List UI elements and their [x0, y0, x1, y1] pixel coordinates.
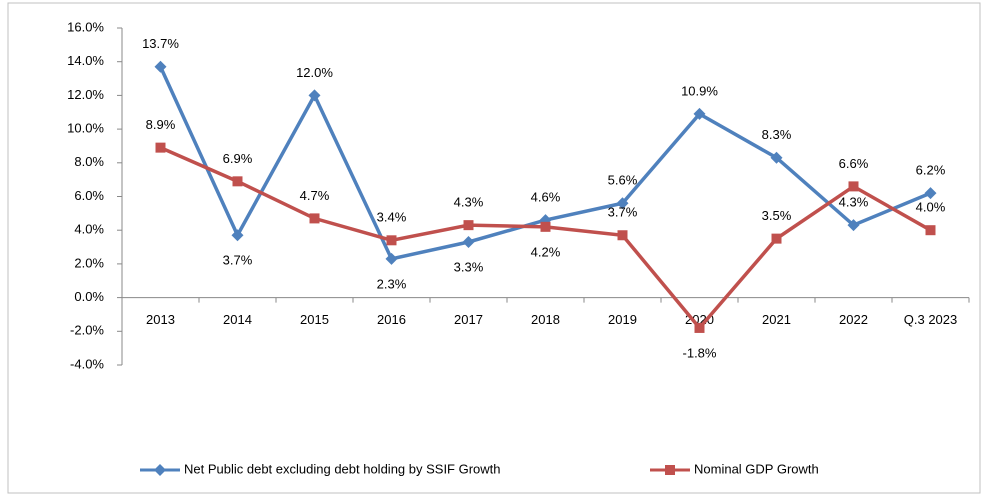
data-point — [771, 233, 782, 244]
x-tick-label: 2017 — [454, 312, 483, 327]
data-point — [463, 220, 474, 231]
data-point — [770, 151, 783, 164]
data-label: 13.7% — [142, 36, 179, 51]
data-label: 3.7% — [223, 253, 253, 268]
data-label: 4.6% — [531, 190, 561, 205]
data-label: 3.5% — [762, 208, 792, 223]
legend-marker — [154, 464, 166, 476]
y-tick-label: 8.0% — [74, 154, 104, 169]
data-point — [385, 252, 398, 265]
data-point — [540, 221, 551, 232]
data-label: 4.3% — [454, 195, 484, 210]
data-point — [155, 142, 166, 153]
data-label: 10.9% — [681, 83, 718, 98]
y-tick-label: 4.0% — [74, 222, 104, 237]
data-label: 8.9% — [146, 117, 176, 132]
data-label: 5.6% — [608, 173, 638, 188]
y-tick-label: 12.0% — [67, 87, 104, 102]
chart-border — [7, 2, 981, 494]
data-point — [617, 230, 628, 241]
data-label: 6.2% — [916, 163, 946, 178]
data-label: 4.3% — [839, 195, 869, 210]
data-point — [848, 181, 859, 192]
x-tick-label: Q.3 2023 — [904, 312, 958, 327]
data-point — [694, 322, 705, 333]
x-tick-label: 2020 — [685, 312, 714, 327]
y-tick-label: 10.0% — [67, 121, 104, 136]
y-tick-label: 14.0% — [67, 53, 104, 68]
x-tick-label: 2018 — [531, 312, 560, 327]
data-point — [232, 176, 243, 187]
legend-marker — [665, 465, 675, 475]
y-tick-label: 6.0% — [74, 188, 104, 203]
data-label: 8.3% — [762, 127, 792, 142]
data-point — [386, 235, 397, 246]
data-point — [847, 219, 860, 232]
data-label: 3.3% — [454, 259, 484, 274]
x-tick-label: 2013 — [146, 312, 175, 327]
x-tick-label: 2021 — [762, 312, 791, 327]
data-point — [309, 213, 320, 224]
data-label: 3.7% — [608, 205, 638, 220]
data-point — [924, 187, 937, 200]
y-tick-label: 2.0% — [74, 255, 104, 270]
data-point — [231, 229, 244, 242]
data-label: 3.4% — [377, 210, 407, 225]
data-label: 4.2% — [531, 244, 561, 259]
data-point — [925, 225, 936, 236]
data-label: 4.7% — [300, 188, 330, 203]
data-point — [308, 89, 321, 102]
y-tick-label: -2.0% — [70, 323, 104, 338]
x-tick-label: 2014 — [223, 312, 252, 327]
y-tick-label: 16.0% — [67, 19, 104, 34]
legend-label: Net Public debt excluding debt holding b… — [184, 461, 501, 476]
data-point — [693, 107, 706, 120]
x-tick-label: 2015 — [300, 312, 329, 327]
x-tick-label: 2016 — [377, 312, 406, 327]
x-tick-label: 2019 — [608, 312, 637, 327]
y-tick-label: -4.0% — [70, 356, 104, 371]
data-label: 12.0% — [296, 65, 333, 80]
legend-label: Nominal GDP Growth — [694, 461, 819, 476]
data-point — [616, 197, 629, 210]
data-label: 4.0% — [916, 200, 946, 215]
x-tick-label: 2022 — [839, 312, 868, 327]
data-point — [154, 60, 167, 73]
data-point — [462, 235, 475, 248]
data-label: -1.8% — [683, 345, 717, 360]
data-label: 6.6% — [839, 156, 869, 171]
data-label: 6.9% — [223, 151, 253, 166]
y-tick-label: 0.0% — [74, 289, 104, 304]
data-label: 2.3% — [377, 276, 407, 291]
